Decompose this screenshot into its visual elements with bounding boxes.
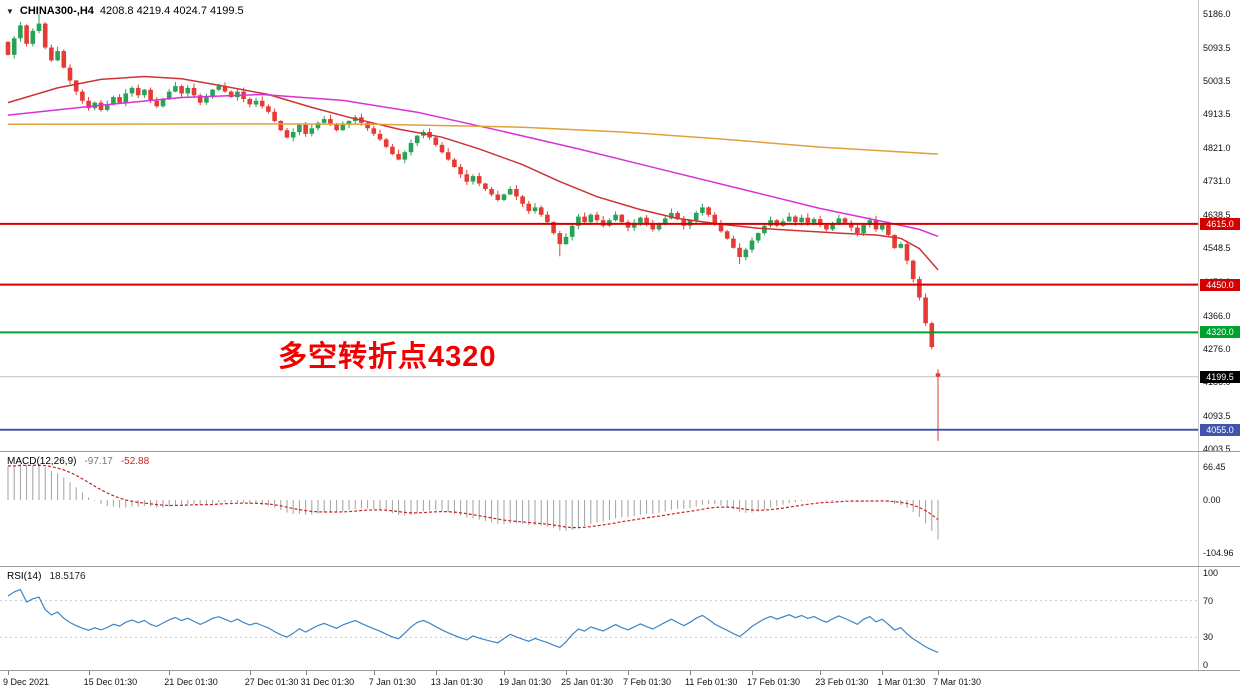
- price-scale-label: 4913.5: [1203, 109, 1231, 120]
- price-scale-label: 4821.0: [1203, 143, 1231, 154]
- time-axis-label: 7 Feb 01:30: [623, 677, 672, 687]
- price-scale-label: 4003.5: [1203, 443, 1231, 454]
- symbol-dropdown-icon[interactable]: ▼: [6, 7, 14, 16]
- time-axis-label: 19 Jan 01:30: [499, 677, 552, 687]
- rsi-canvas[interactable]: [0, 567, 1198, 671]
- price-scale[interactable]: 5186.0 5093.5 5003.5 4913.5 4821.0 4731.0 4638…: [1198, 0, 1240, 671]
- price-tag-4450.0: 4450.0: [1200, 278, 1240, 291]
- rsi-name: RSI(14): [7, 571, 42, 582]
- price-scale-label: 5186.0: [1203, 9, 1231, 19]
- price-chart-canvas[interactable]: [0, 0, 1198, 452]
- time-axis-tick: [752, 671, 753, 675]
- macd-value-1: -97.17: [84, 456, 113, 467]
- macd-name: MACD(12,26,9): [7, 456, 77, 467]
- price-scale-label: 5003.5: [1203, 76, 1231, 87]
- time-axis-tick: [305, 671, 307, 675]
- time-axis-label: 9 Dec 2021: [3, 677, 50, 687]
- time-axis-label: 13 Jan 01:30: [430, 677, 483, 687]
- macd-scale-label: -104.96: [1203, 547, 1234, 558]
- rsi-value: 18.5176: [49, 571, 86, 582]
- time-axis-tick: [882, 671, 884, 675]
- chart-title: ▼ CHINA300-,H4 4208.8 4219.4 4024.7 4199…: [6, 5, 244, 17]
- price-scale-label: 4638.5: [1203, 210, 1231, 221]
- symbol-period-label: CHINA300-,H4: [19, 5, 94, 17]
- time-axis-tick: [566, 671, 567, 675]
- macd-scale-label: 0.00: [1203, 495, 1221, 505]
- panel-separator[interactable]: [0, 451, 1240, 452]
- time-axis-label: 11 Feb 01:30: [685, 677, 738, 687]
- time-axis-label: 27 Dec 01:30: [244, 677, 299, 687]
- time-axis-tick: [8, 671, 9, 675]
- time-axis-label: 31 Dec 01:30: [300, 677, 355, 687]
- ohlc-values: 4208.8 4219.4 4024.7 4199.5: [99, 5, 244, 17]
- time-axis-tick: [938, 671, 939, 675]
- price-scale-label: 5093.5: [1203, 43, 1231, 53]
- time-axis-tick: [690, 671, 691, 675]
- macd-label: MACD(12,26,9) -97.17 -52.88: [7, 456, 149, 467]
- price-scale-label: 4093.5: [1203, 410, 1231, 421]
- rsi-label: RSI(14) 18.5176: [7, 571, 86, 582]
- price-tag-4320.0: 4320.0: [1200, 326, 1240, 339]
- time-axis-label: 15 Dec 01:30: [83, 677, 138, 687]
- macd-scale-label: 66.45: [1203, 461, 1226, 472]
- time-axis-label: 25 Jan 01:30: [561, 677, 614, 687]
- time-axis-tick: [373, 671, 375, 675]
- rsi-scale-label: 70: [1203, 595, 1214, 606]
- time-axis-border: [0, 670, 1240, 671]
- time-axis-tick: [820, 671, 822, 675]
- time-axis[interactable]: 9 Dec 2021 15 Dec 01:30 21 Dec 01:30 27 Dec…: [0, 671, 1198, 692]
- rsi-scale-label: 30: [1203, 632, 1214, 643]
- rsi-scale-label: 100: [1203, 568, 1219, 578]
- price-tag-4055.0: 4055.0: [1200, 423, 1240, 436]
- time-axis-tick: [169, 671, 171, 675]
- time-axis-tick: [249, 671, 251, 675]
- panel-separator[interactable]: [0, 566, 1240, 567]
- time-axis-label: 23 Feb 01:30: [815, 677, 869, 687]
- rsi-scale-label: 0: [1203, 660, 1209, 670]
- time-axis-tick: [628, 671, 629, 675]
- price-tag-4615.0: 4615.0: [1200, 217, 1240, 230]
- price-scale-label: 4276.0: [1203, 343, 1231, 354]
- macd-canvas[interactable]: [0, 452, 1198, 567]
- chart-annotation-text[interactable]: 多空转折点4320: [278, 341, 497, 373]
- time-axis-label: 7 Mar 01:30: [933, 677, 982, 687]
- time-axis-label: 21 Dec 01:30: [164, 677, 218, 687]
- time-axis-label: 7 Jan 01:30: [368, 677, 416, 687]
- macd-value-2: -52.88: [120, 456, 150, 467]
- time-axis-tick: [435, 671, 437, 675]
- price-scale-label: 4731.0: [1203, 176, 1231, 187]
- current-price-tag: 4199.5: [1200, 370, 1240, 383]
- price-scale-label: 4548.5: [1203, 243, 1231, 254]
- time-axis-label: 1 Mar 01:30: [877, 677, 926, 687]
- time-axis-tick: [88, 671, 90, 675]
- price-scale-label: 4366.0: [1203, 310, 1231, 321]
- time-axis-label: 17 Feb 01:30: [747, 677, 801, 687]
- time-axis-tick: [504, 671, 505, 675]
